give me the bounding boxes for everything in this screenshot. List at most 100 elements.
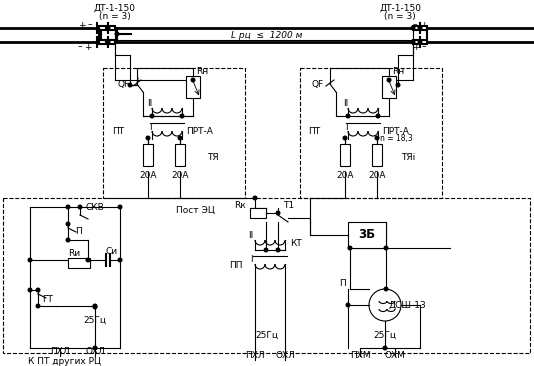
Text: I: I bbox=[250, 255, 252, 265]
Circle shape bbox=[66, 205, 70, 209]
Text: QF: QF bbox=[118, 79, 130, 89]
Bar bbox=[340, 144, 350, 166]
Text: +: + bbox=[420, 20, 428, 30]
Text: I: I bbox=[148, 123, 151, 131]
Text: –: – bbox=[413, 20, 417, 30]
Text: +: + bbox=[412, 42, 420, 52]
Circle shape bbox=[180, 114, 184, 118]
Bar bbox=[250, 208, 266, 218]
Text: ПРТ-А: ПРТ-А bbox=[186, 127, 214, 135]
Circle shape bbox=[66, 222, 70, 226]
Text: +: + bbox=[78, 20, 86, 30]
Text: П: П bbox=[340, 279, 347, 288]
Text: ТЯ: ТЯ bbox=[207, 153, 219, 163]
Circle shape bbox=[418, 40, 422, 44]
Bar bbox=[382, 76, 396, 98]
Bar bbox=[143, 144, 153, 166]
Circle shape bbox=[78, 205, 82, 209]
Bar bbox=[372, 144, 382, 166]
Text: ОХМ: ОХМ bbox=[384, 351, 405, 361]
Text: Rн: Rн bbox=[196, 67, 208, 76]
Circle shape bbox=[411, 26, 415, 30]
Text: СКВ: СКВ bbox=[85, 202, 104, 212]
Text: ОХЛ: ОХЛ bbox=[275, 351, 295, 361]
Text: II: II bbox=[248, 232, 254, 240]
Circle shape bbox=[93, 305, 97, 309]
Circle shape bbox=[93, 346, 97, 350]
Circle shape bbox=[411, 40, 415, 44]
Bar bbox=[186, 76, 200, 98]
Text: 25Гц: 25Гц bbox=[373, 330, 397, 340]
Circle shape bbox=[150, 114, 154, 118]
Circle shape bbox=[396, 83, 400, 87]
Text: ПХМ: ПХМ bbox=[350, 351, 370, 361]
Bar bbox=[108, 26, 115, 30]
Text: 20А: 20А bbox=[368, 172, 386, 180]
Text: КТ: КТ bbox=[290, 239, 302, 249]
Text: ОХЛ: ОХЛ bbox=[85, 347, 105, 356]
Text: ПРТ-А: ПРТ-А bbox=[382, 127, 410, 135]
Circle shape bbox=[118, 205, 122, 209]
Text: 25Гц: 25Гц bbox=[255, 330, 279, 340]
Circle shape bbox=[276, 248, 280, 252]
Circle shape bbox=[383, 346, 387, 350]
Circle shape bbox=[375, 136, 379, 140]
Circle shape bbox=[346, 114, 350, 118]
Circle shape bbox=[348, 246, 352, 250]
Circle shape bbox=[128, 83, 132, 87]
Text: –: – bbox=[88, 20, 92, 30]
Circle shape bbox=[343, 136, 347, 140]
Text: Rн: Rн bbox=[392, 67, 404, 76]
Text: L рц  ≤  1200 м: L рц ≤ 1200 м bbox=[231, 31, 303, 41]
Bar bbox=[68, 258, 90, 268]
Text: Т1: Т1 bbox=[284, 202, 295, 210]
Circle shape bbox=[93, 304, 97, 308]
Circle shape bbox=[28, 258, 32, 262]
Text: ПТ: ПТ bbox=[112, 127, 124, 135]
Text: (n = 3): (n = 3) bbox=[99, 11, 131, 20]
Circle shape bbox=[253, 196, 257, 200]
Circle shape bbox=[264, 248, 268, 252]
Text: QF: QF bbox=[312, 79, 324, 89]
Text: Пост ЭЦ: Пост ЭЦ bbox=[176, 205, 215, 214]
Bar bbox=[413, 26, 420, 30]
Text: ГТ: ГТ bbox=[43, 295, 53, 305]
Text: Си: Си bbox=[106, 247, 118, 257]
Text: +: + bbox=[84, 42, 92, 52]
Text: –: – bbox=[422, 42, 426, 52]
Text: (n = 3): (n = 3) bbox=[384, 11, 416, 20]
Text: II: II bbox=[147, 100, 153, 108]
Circle shape bbox=[86, 258, 90, 262]
Circle shape bbox=[146, 136, 150, 140]
Text: 3Б: 3Б bbox=[358, 228, 375, 242]
Text: ДТ-1-150: ДТ-1-150 bbox=[94, 4, 136, 12]
Circle shape bbox=[387, 78, 391, 82]
Text: n = 18,3: n = 18,3 bbox=[380, 134, 412, 143]
Bar bbox=[348, 222, 386, 248]
Bar bbox=[108, 40, 115, 44]
Bar bbox=[413, 40, 420, 44]
Text: ПП: ПП bbox=[229, 261, 243, 270]
Text: Rи: Rи bbox=[68, 250, 80, 258]
Text: ДТ-1-150: ДТ-1-150 bbox=[379, 4, 421, 12]
Bar bbox=[420, 40, 427, 44]
Bar bbox=[175, 144, 185, 166]
Circle shape bbox=[36, 304, 40, 308]
Circle shape bbox=[66, 238, 70, 242]
Text: 25Гц: 25Гц bbox=[83, 315, 106, 325]
Text: 20А: 20А bbox=[139, 172, 157, 180]
Text: II: II bbox=[343, 100, 349, 108]
Circle shape bbox=[106, 26, 110, 30]
Circle shape bbox=[28, 288, 32, 292]
Text: ПТ: ПТ bbox=[308, 127, 320, 135]
Text: 20А: 20А bbox=[336, 172, 354, 180]
Circle shape bbox=[346, 303, 350, 307]
Circle shape bbox=[191, 78, 195, 82]
Text: К ПТ других РЦ: К ПТ других РЦ bbox=[28, 358, 101, 366]
Bar bbox=[420, 26, 427, 30]
Circle shape bbox=[118, 258, 122, 262]
Text: I: I bbox=[344, 123, 347, 131]
Circle shape bbox=[36, 288, 40, 292]
Text: –: – bbox=[78, 42, 82, 52]
Bar bbox=[99, 26, 106, 30]
